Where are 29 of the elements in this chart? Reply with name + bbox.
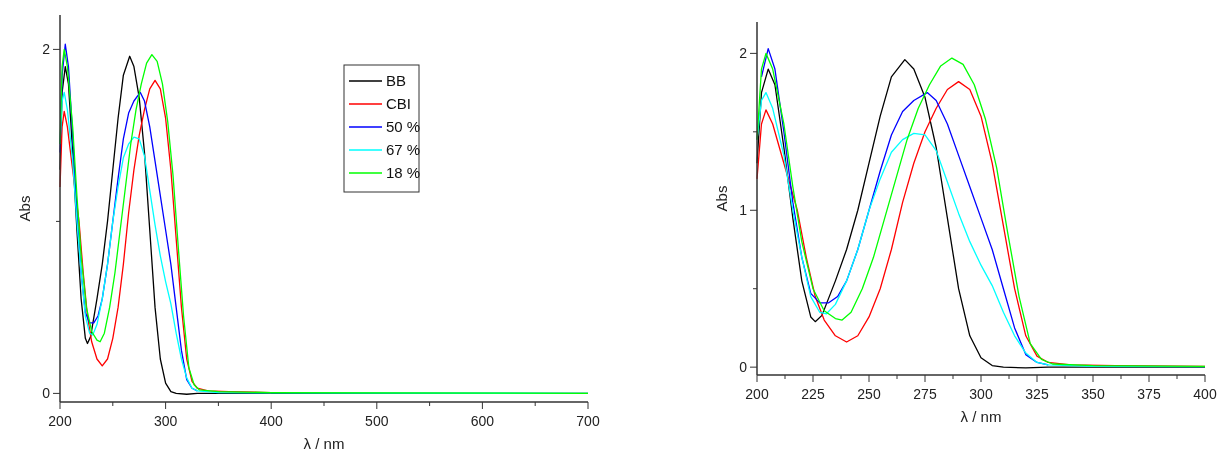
x-tick-label: 400 [1193, 386, 1217, 402]
x-tick-label: 350 [1081, 386, 1105, 402]
x-tick-label: 325 [1025, 386, 1049, 402]
x-tick-label: 300 [969, 386, 993, 402]
legend-label: CBI [386, 95, 412, 112]
y-axis-title: Abs [713, 185, 730, 212]
legend-label: 50 % [386, 118, 421, 135]
x-axis-title: λ / nm [960, 408, 1002, 425]
x-tick-label: 200 [745, 386, 769, 402]
y-tick-label: 2 [739, 45, 748, 62]
x-tick-label: 225 [801, 386, 825, 402]
y-tick-label: 0 [739, 359, 748, 376]
x-tick-label: 300 [153, 413, 178, 429]
x-axis-title: λ / nm [303, 435, 345, 452]
legend-label: BB [386, 72, 407, 89]
x-tick-label: 200 [48, 413, 72, 429]
x-tick-label: 275 [913, 386, 937, 402]
y-tick-label: 2 [42, 41, 51, 58]
y-axis-title: Abs [16, 195, 33, 222]
x-tick-label: 700 [576, 413, 600, 429]
x-tick-label: 375 [1137, 386, 1161, 402]
x-tick-label: 600 [470, 413, 495, 429]
y-tick-label: 1 [739, 202, 748, 219]
legend-label: 67 % [386, 141, 421, 158]
legend-label: 18 % [386, 164, 421, 181]
x-tick-label: 500 [365, 413, 389, 429]
x-tick-label: 400 [259, 413, 284, 429]
x-tick-label: 250 [857, 386, 881, 402]
y-tick-label: 0 [42, 385, 51, 402]
